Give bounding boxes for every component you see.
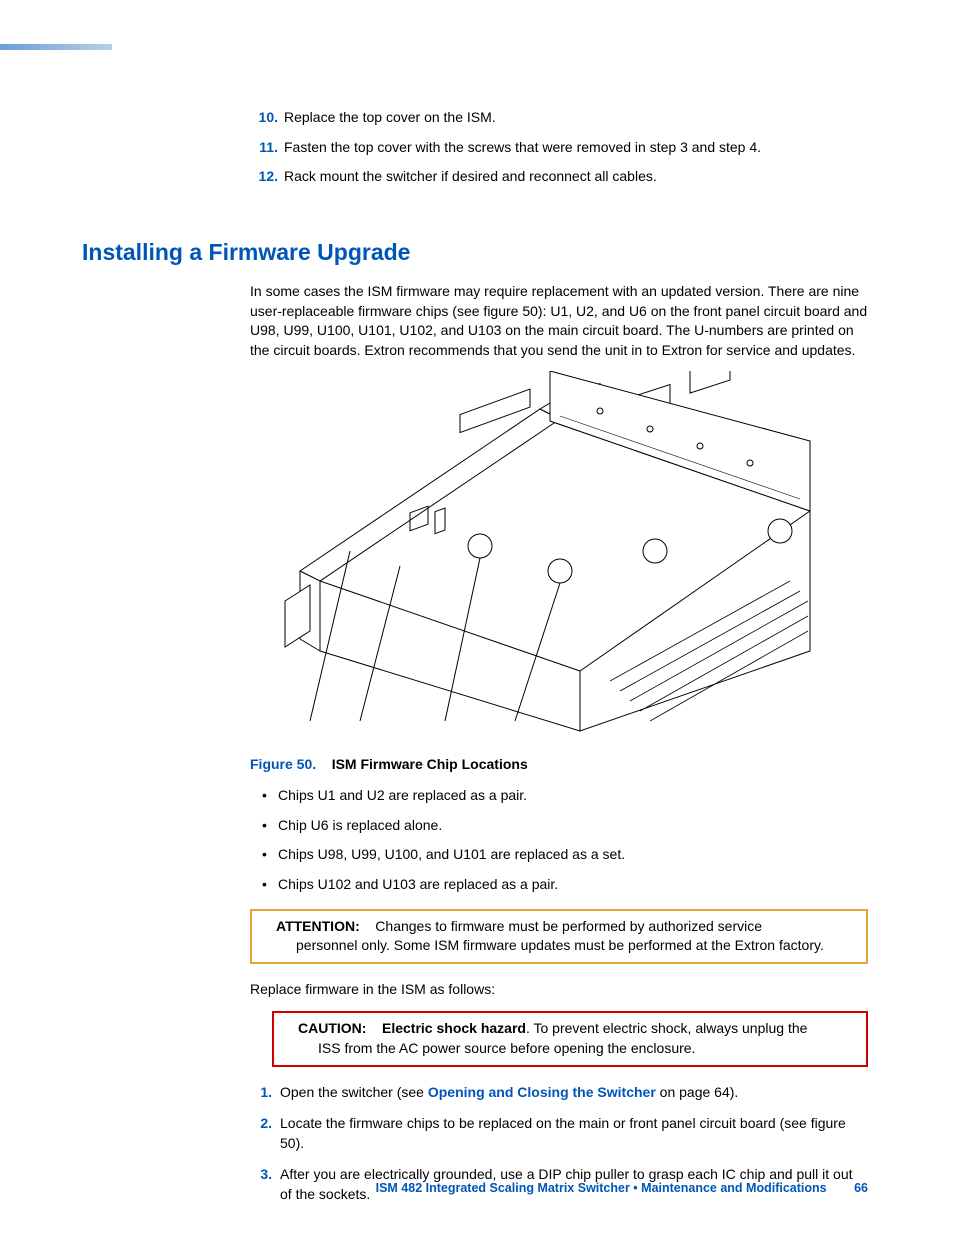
step-text: Open the switcher (see Opening and Closi… [280, 1083, 868, 1103]
attention-label: ATTENTION: [276, 918, 360, 934]
section-heading: Installing a Firmware Upgrade [82, 236, 868, 268]
figure-title: ISM Firmware Chip Locations [332, 756, 528, 772]
caution-text-rest: ISS from the AC power source before open… [298, 1039, 856, 1059]
attention-callout: ATTENTION: Changes to firmware must be p… [250, 909, 868, 964]
bullet-item: •Chips U1 and U2 are replaced as a pair. [262, 786, 868, 806]
chassis-diagram-svg [250, 371, 868, 741]
step-12: 12. Rack mount the switcher if desired a… [250, 167, 868, 187]
top-steps-block: 10. Replace the top cover on the ISM. 11… [250, 108, 868, 197]
page-footer: ISM 482 Integrated Scaling Matrix Switch… [376, 1180, 868, 1198]
page-number: 66 [854, 1181, 868, 1195]
step-number: 2. [250, 1114, 272, 1153]
header-gradient-bar [0, 44, 112, 50]
step-post: on page 64). [656, 1084, 739, 1100]
caution-callout: CAUTION: Electric shock hazard. To preve… [272, 1011, 868, 1066]
step-text: Locate the firmware chips to be replaced… [280, 1114, 868, 1153]
bullet-text: Chips U1 and U2 are replaced as a pair. [278, 786, 527, 806]
step-number: 1. [250, 1083, 272, 1103]
bullet-item: •Chips U102 and U103 are replaced as a p… [262, 875, 868, 895]
caution-text-line1: . To prevent electric shock, always unpl… [526, 1020, 807, 1036]
bullet-text: Chips U102 and U103 are replaced as a pa… [278, 875, 558, 895]
caution-bold: Electric shock hazard [382, 1020, 526, 1036]
step-number: 11. [250, 138, 278, 158]
section-wrap: Installing a Firmware Upgrade In some ca… [82, 200, 868, 1216]
step-number: 12. [250, 167, 278, 187]
figure-label: Figure 50. [250, 756, 316, 772]
chip-bullet-list: •Chips U1 and U2 are replaced as a pair.… [250, 786, 868, 894]
attention-text-line1: Changes to firmware must be performed by… [375, 918, 762, 934]
step-number: 10. [250, 108, 278, 128]
step-number: 3. [250, 1165, 272, 1204]
bullet-icon: • [262, 786, 278, 806]
step-10: 10. Replace the top cover on the ISM. [250, 108, 868, 128]
bullet-text: Chip U6 is replaced alone. [278, 816, 442, 836]
cross-ref-link[interactable]: Opening and Closing the Switcher [428, 1084, 656, 1100]
step-text: Replace the top cover on the ISM. [284, 108, 496, 128]
footer-text: ISM 482 Integrated Scaling Matrix Switch… [376, 1181, 827, 1195]
bullet-item: •Chips U98, U99, U100, and U101 are repl… [262, 845, 868, 865]
bullet-icon: • [262, 845, 278, 865]
intro-text: In some cases the ISM firmware may requi… [250, 282, 868, 360]
figure-caption: Figure 50. ISM Firmware Chip Locations [250, 755, 868, 775]
bullet-text: Chips U98, U99, U100, and U101 are repla… [278, 845, 625, 865]
step-1: 1. Open the switcher (see Opening and Cl… [250, 1083, 868, 1103]
attention-text-rest: personnel only. Some ISM firmware update… [276, 936, 856, 956]
step-text: Fasten the top cover with the screws tha… [284, 138, 761, 158]
bullet-icon: • [262, 875, 278, 895]
step-pre: Open the switcher (see [280, 1084, 428, 1100]
figure-50-illustration [250, 371, 868, 741]
step-11: 11. Fasten the top cover with the screws… [250, 138, 868, 158]
intro-paragraph: In some cases the ISM firmware may requi… [250, 282, 868, 1204]
bullet-item: •Chip U6 is replaced alone. [262, 816, 868, 836]
replace-intro-line: Replace firmware in the ISM as follows: [250, 980, 868, 1000]
step-2: 2. Locate the firmware chips to be repla… [250, 1114, 868, 1153]
caution-label: CAUTION: [298, 1020, 366, 1036]
step-text: Rack mount the switcher if desired and r… [284, 167, 657, 187]
bullet-icon: • [262, 816, 278, 836]
